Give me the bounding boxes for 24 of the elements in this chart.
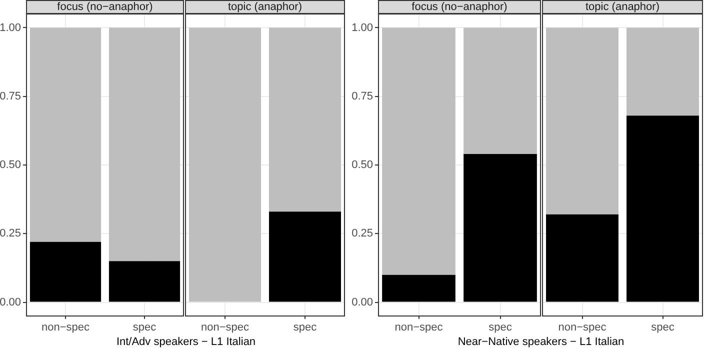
y-tick-label: 0.25 bbox=[352, 228, 373, 240]
chart-title: topic (anaphor) bbox=[185, 0, 345, 14]
x-tick-label: non−spec bbox=[41, 322, 90, 334]
x-axis-title: Int/Adv speakers − L1 Italian bbox=[115, 336, 257, 350]
y-tick-label: 1.00 bbox=[352, 22, 373, 34]
x-axis-title: Near−Native speakers − L1 Italian bbox=[456, 336, 626, 350]
y-tick-label: 0.75 bbox=[352, 90, 373, 102]
x-tick-label: spec bbox=[132, 322, 157, 334]
chart-title: focus (no−anaphor) bbox=[26, 0, 184, 14]
x-tick-label: spec bbox=[651, 322, 675, 334]
y-tick-label: 0.25 bbox=[0, 228, 21, 240]
y-tick-label: 0.75 bbox=[0, 90, 21, 102]
x-tick-label: non−spec bbox=[394, 322, 444, 334]
y-tick-label: 1.00 bbox=[0, 22, 21, 34]
y-tick-label: 0.50 bbox=[0, 159, 21, 172]
x-tick-label: non−spec bbox=[200, 322, 250, 334]
chart-title: focus (no−anaphor) bbox=[378, 0, 541, 14]
x-tick-label: non−spec bbox=[558, 322, 607, 334]
x-tick-label: spec bbox=[488, 322, 512, 334]
y-tick-label: 0.50 bbox=[352, 159, 373, 172]
x-tick-label: spec bbox=[293, 322, 318, 334]
y-tick-label: 0.00 bbox=[352, 296, 373, 308]
chart-title: topic (anaphor) bbox=[542, 0, 703, 14]
y-tick-label: 0.00 bbox=[0, 296, 21, 308]
